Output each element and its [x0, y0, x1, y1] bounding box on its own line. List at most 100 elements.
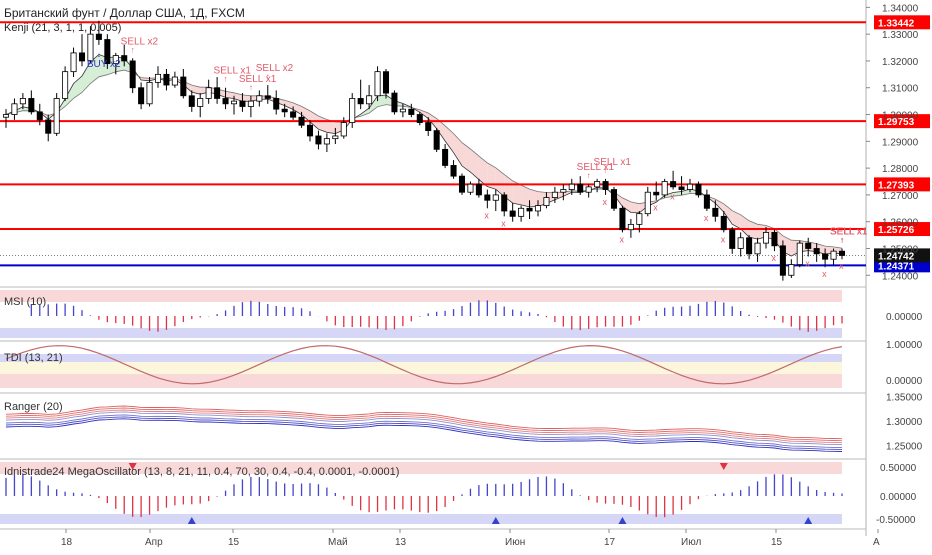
kenji-band-segment — [715, 199, 724, 213]
kenji-band-segment — [377, 94, 386, 107]
sell-signal-label: SELL x2 — [256, 63, 294, 74]
candle-body — [720, 215, 727, 231]
sell-signal-arrow: ↑ — [131, 45, 135, 54]
tdi-axis-label-high: 1.00000 — [886, 340, 923, 351]
mega-axis-label-low: -0.50000 — [876, 515, 916, 526]
price-tick-label: 1.29000 — [882, 137, 919, 148]
level-label-box — [874, 177, 930, 192]
candle-body — [78, 52, 86, 62]
level-label: 1.27393 — [878, 180, 915, 191]
candle-body — [180, 76, 187, 97]
candle-body — [239, 100, 246, 107]
candle-body — [19, 98, 26, 105]
pane-title-megaoscillator: Idnistrade24 MegaOscillator (13, 8, 21, … — [4, 466, 400, 478]
ranger-line — [5, 416, 843, 451]
mega-buy-triangle — [491, 517, 500, 524]
sell-signal-label: SELL x1 — [830, 226, 868, 237]
kenji-band-segment — [487, 162, 496, 190]
candle-body — [492, 194, 499, 201]
level-label-box — [874, 15, 930, 30]
kenji-band-segment — [225, 91, 234, 99]
candle-body — [197, 98, 204, 107]
candle-body — [340, 122, 347, 137]
candle-body — [391, 92, 398, 113]
sell-signal-arrow: ↑ — [840, 235, 844, 244]
candle-body — [366, 95, 373, 105]
candle-body — [332, 135, 339, 140]
candle-body — [838, 250, 846, 256]
buy-signal-label: BUY x2 — [87, 59, 121, 70]
time-tick-label: Июн — [505, 537, 525, 548]
candle-body — [619, 207, 626, 231]
kenji-band-segment — [326, 119, 336, 134]
kenji-band-segment — [723, 203, 733, 225]
candle-body — [602, 181, 609, 190]
time-tick-label: А — [873, 537, 880, 548]
price-tick-label: 1.24000 — [882, 271, 919, 282]
price-tick-label: 1.25000 — [882, 244, 919, 255]
stop-marker: x — [484, 210, 489, 220]
candle-body — [290, 111, 297, 118]
sell-signal-label: SELL x1 — [830, 226, 868, 237]
kenji-band-segment — [82, 62, 91, 93]
candle-body — [53, 98, 60, 134]
kenji-band-segment — [310, 110, 319, 130]
candle-body — [484, 194, 491, 201]
candle-body — [146, 81, 153, 105]
candle-body — [104, 39, 111, 65]
candle-body — [458, 175, 466, 193]
candle-body — [577, 183, 584, 193]
ranger-line — [5, 405, 843, 440]
tdi-mid-band — [0, 362, 842, 374]
candle-body — [678, 186, 685, 190]
candle-body — [138, 87, 145, 105]
candle-body — [475, 183, 482, 196]
ranger-axis-label: 1.25000 — [886, 442, 923, 453]
candle-body — [686, 183, 694, 190]
candle-body — [636, 213, 643, 225]
candle-body — [323, 138, 330, 145]
mega-axis-label-high: 0.50000 — [880, 463, 917, 474]
sell-signal-label: SELL x1 — [594, 157, 632, 168]
candle-body — [551, 191, 558, 198]
candle-body — [568, 183, 575, 190]
kenji-band-segment — [478, 156, 488, 187]
candle-body — [543, 197, 550, 207]
ranger-line — [5, 418, 843, 452]
buy-signal-arrow: ↓ — [97, 50, 101, 59]
sell-signal-arrow: ↑ — [587, 171, 591, 180]
candle-body — [788, 264, 795, 276]
kenji-band-segment — [419, 109, 429, 119]
level-label: 1.33442 — [878, 18, 915, 29]
price-tick-label: 1.31000 — [882, 84, 919, 95]
sell-signal-label: SELL x1 — [214, 66, 252, 77]
kenji-band-segment — [495, 167, 505, 197]
candle-body — [670, 181, 677, 188]
mega-axis-label-mid: 0.00000 — [880, 492, 917, 503]
mega-buy-triangle — [187, 517, 196, 524]
candle-body — [95, 33, 102, 40]
pane-title-tdi: TDI (13, 21) — [4, 352, 63, 364]
kenji-band-segment — [470, 148, 479, 180]
candle-body — [315, 135, 322, 145]
candle-body — [2, 114, 10, 118]
candle-body — [28, 98, 35, 113]
candle-body — [729, 229, 736, 249]
time-tick-label: Май — [328, 537, 348, 548]
kenji-band-segment — [622, 197, 631, 213]
level-label-box — [874, 114, 930, 129]
mega-sell-triangle — [719, 463, 728, 470]
candle-body — [661, 181, 668, 196]
candle-body — [442, 148, 449, 166]
price-tick-label: 1.26000 — [882, 218, 919, 229]
candle-body — [230, 100, 238, 105]
kenji-band-segment — [732, 210, 741, 229]
candle-body — [518, 207, 525, 217]
candle-body — [830, 250, 837, 260]
candle-body — [121, 55, 128, 62]
candle-body — [273, 98, 280, 110]
candle-body — [374, 71, 381, 97]
candle-body — [754, 242, 761, 255]
